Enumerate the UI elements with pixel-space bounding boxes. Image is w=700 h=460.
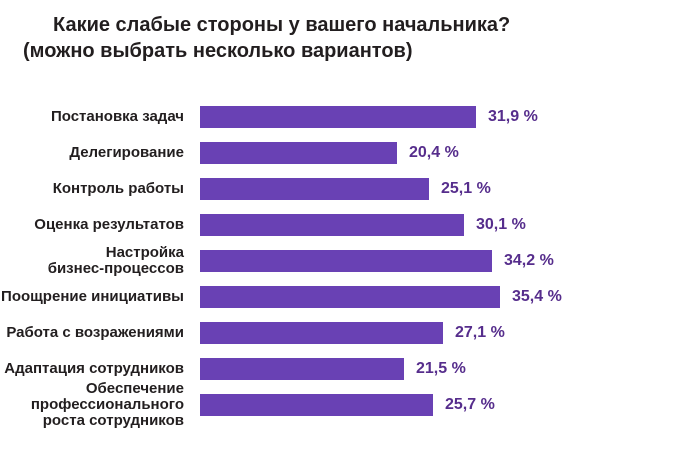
bar [200, 250, 492, 272]
bar [200, 178, 429, 200]
value-label: 35,4 % [512, 288, 562, 305]
category-label: Контроль работы [52, 180, 184, 197]
value-label: 27,1 % [455, 324, 505, 341]
value-label: 30,1 % [476, 216, 526, 233]
chart-page: Какие слабые стороны у вашего начальника… [0, 0, 700, 429]
bar [200, 394, 433, 416]
bar-row-4: Оценка результатов 30,1 % [0, 207, 700, 243]
bar-row-5: Настройка бизнес-процессов 34,2 % [0, 243, 700, 279]
bar-chart: Постановка задач 31,9 % Делегирование 20,4 … [0, 99, 700, 429]
bar-row-6: Поощрение инициативы 35,4 % [0, 279, 700, 315]
bar [200, 322, 443, 344]
chart-title-line1: Какие слабые стороны у вашего начальника… [53, 14, 511, 36]
bar-row-1: Постановка задач 31,9 % [0, 99, 700, 135]
value-label: 25,7 % [445, 396, 495, 413]
category-label: Постановка задач [50, 108, 184, 125]
bar-row-7: Работа с возражениями 27,1 % [0, 315, 700, 351]
chart-title-line2: (можно выбрать несколько вариантов) [23, 40, 413, 62]
bar [200, 106, 476, 128]
category-label: Оценка результатов [34, 216, 184, 233]
category-label: Адаптация сотрудников [4, 360, 184, 377]
bar-row-2: Делегирование 20,4 % [0, 135, 700, 171]
category-label: Настройка бизнес-процессов [47, 244, 184, 277]
category-label: Обеспечение профессионального роста сотруд… [30, 380, 184, 429]
category-label: Поощрение инициативы [1, 288, 184, 305]
chart-title: Какие слабые стороны у вашего начальника… [0, 0, 700, 64]
bar-row-9: Обеспечение профессионального роста сотруд… [0, 381, 700, 429]
value-label: 25,1 % [441, 180, 491, 197]
value-label: 34,2 % [504, 252, 554, 269]
value-label: 31,9 % [488, 108, 538, 125]
category-label: Работа с возражениями [6, 324, 184, 341]
bar-row-3: Контроль работы 25,1 % [0, 171, 700, 207]
value-label: 21,5 % [416, 360, 466, 377]
bar [200, 358, 404, 380]
category-label: Делегирование [69, 144, 184, 161]
bar [200, 142, 397, 164]
value-label: 20,4 % [409, 144, 459, 161]
bar [200, 214, 464, 236]
bar [200, 286, 500, 308]
bar-row-8: Адаптация сотрудников 21,5 % [0, 351, 700, 387]
